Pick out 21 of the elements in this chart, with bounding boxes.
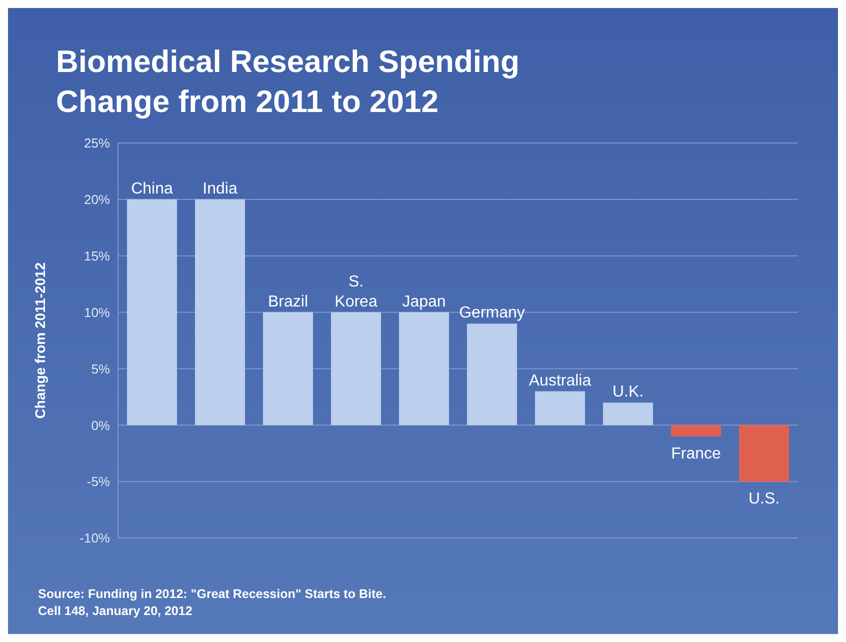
y-tick-label: 0% bbox=[91, 418, 110, 433]
x-tick-label: U.K. bbox=[612, 384, 644, 401]
source-note: Source: Funding in 2012: "Great Recession" Starts to Bite. Cell 148, January 20, 2012 bbox=[38, 586, 386, 620]
x-tick-label: Japan bbox=[402, 293, 446, 310]
y-tick-label: 15% bbox=[84, 248, 110, 264]
y-tick-label: 10% bbox=[84, 304, 110, 320]
y-axis-title: Change from 2011-2012 bbox=[32, 262, 48, 419]
x-tick-label: Australia bbox=[528, 372, 592, 390]
x-tick-label: China bbox=[131, 180, 173, 198]
x-tick-label: S. Korea bbox=[334, 273, 378, 310]
y-tick-label: -10% bbox=[80, 530, 110, 546]
y-tick-label: 25% bbox=[84, 136, 110, 151]
x-tick-label: Germany bbox=[459, 304, 525, 322]
y-tick-label: 5% bbox=[91, 361, 110, 376]
y-tick-label: -5% bbox=[86, 474, 110, 490]
x-tick-label: U.S. bbox=[748, 490, 780, 508]
chart-title: Biomedical Research Spending Change from 2011 to 2012 bbox=[56, 43, 520, 121]
x-tick-label: Brazil bbox=[268, 293, 308, 310]
y-tick-label: 20% bbox=[84, 192, 110, 208]
x-tick-label: India bbox=[202, 180, 238, 198]
x-tick-label: France bbox=[671, 445, 721, 462]
